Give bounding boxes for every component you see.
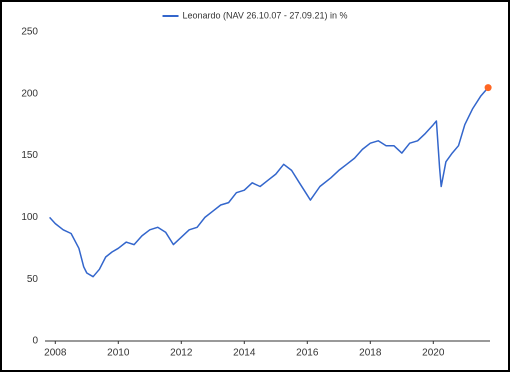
x-tick-label: 2010 bbox=[107, 348, 130, 359]
legend-label: Leonardo (NAV 26.10.07 - 27.09.21) in % bbox=[183, 10, 348, 20]
x-tick-label: 2020 bbox=[422, 348, 445, 359]
x-tick-label: 2014 bbox=[233, 348, 256, 359]
y-tick-label: 100 bbox=[21, 212, 38, 223]
y-tick-label: 0 bbox=[32, 336, 38, 347]
y-tick-label: 150 bbox=[21, 150, 38, 161]
y-tick-label: 50 bbox=[27, 274, 39, 285]
x-tick-label: 2018 bbox=[359, 348, 382, 359]
y-tick-label: 250 bbox=[21, 27, 38, 38]
x-tick-label: 2008 bbox=[44, 348, 67, 359]
end-marker bbox=[484, 84, 492, 92]
y-tick-label: 200 bbox=[21, 88, 38, 99]
series-line bbox=[49, 87, 489, 278]
x-tick-label: 2016 bbox=[296, 348, 319, 359]
x-tick-label: 2012 bbox=[170, 348, 193, 359]
